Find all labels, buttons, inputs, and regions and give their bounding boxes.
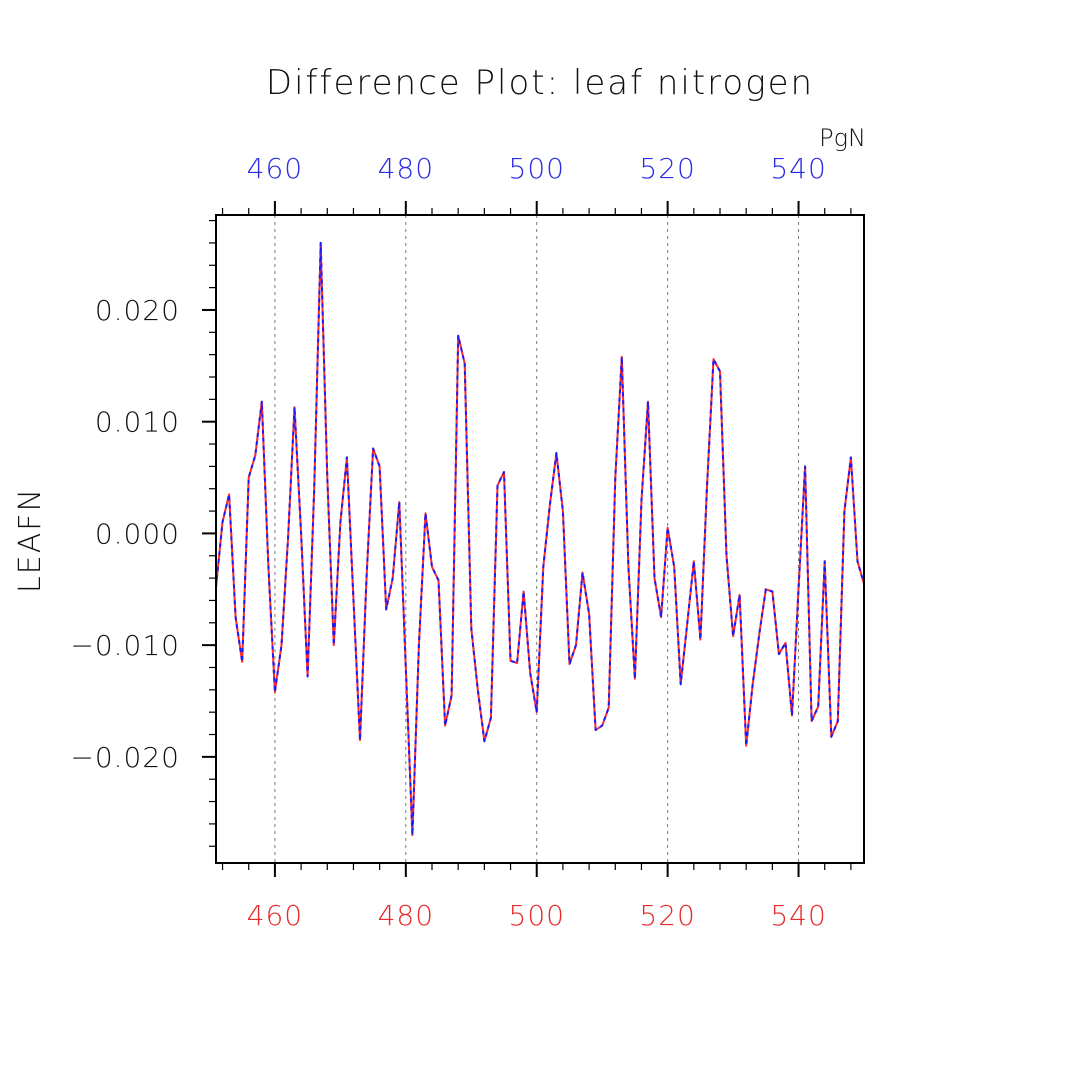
top-x-tick-label: 540 — [770, 152, 826, 185]
plot-frame — [215, 214, 865, 864]
bottom-x-tick-label: 500 — [509, 899, 565, 932]
axis-ticks — [202, 201, 852, 877]
top-x-tick-label: 520 — [639, 152, 695, 185]
bottom-x-tick-label: 480 — [378, 899, 434, 932]
top-x-tick-label: 480 — [378, 152, 434, 185]
y-axis-tick-labels: −0.020 −0.010 0.000 0.010 0.020 — [70, 294, 180, 774]
top-x-tick-label: 500 — [509, 152, 565, 185]
bottom-x-tick-label: 520 — [639, 899, 695, 932]
y-axis-label: LEAFN — [13, 487, 48, 593]
bottom-x-tick-label: 540 — [770, 899, 826, 932]
blue-dashed-series-line — [215, 241, 865, 837]
y-tick-label: 0.020 — [95, 294, 180, 327]
units-label: PgN — [819, 124, 866, 152]
y-tick-label: 0.010 — [95, 406, 180, 439]
series-lines — [215, 241, 865, 837]
y-tick-label: −0.010 — [70, 629, 180, 662]
y-tick-label: −0.020 — [70, 741, 180, 774]
y-tick-label: 0.000 — [95, 517, 180, 550]
bottom-x-axis-labels: 460 480 500 520 540 — [247, 899, 826, 932]
top-x-axis-labels: 460 480 500 520 540 — [247, 152, 826, 185]
top-x-tick-label: 460 — [247, 152, 303, 185]
bottom-x-tick-label: 460 — [247, 899, 303, 932]
chart-title: Difference Plot: leaf nitrogen — [266, 63, 814, 103]
